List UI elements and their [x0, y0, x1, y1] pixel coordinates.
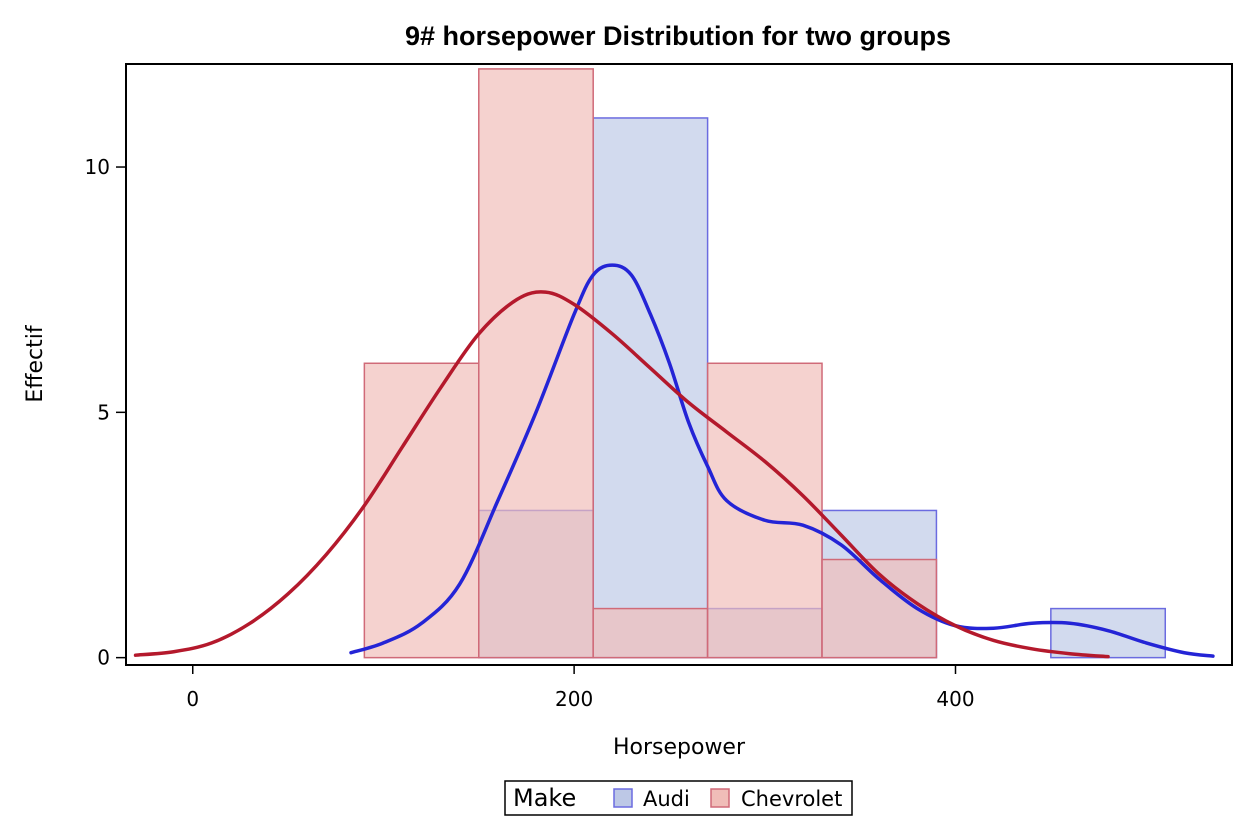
bar-audi-210-270	[592, 117, 709, 659]
plot-area	[133, 68, 1215, 659]
legend: Make Audi Chevrolet	[504, 780, 853, 816]
x-tick-label: 400	[936, 687, 974, 711]
axes: 0 200 400 0 5 10	[85, 155, 975, 711]
chart-title: 9# horsepower Distribution for two group…	[405, 21, 951, 51]
x-tick-label: 200	[555, 687, 593, 711]
bar-chevrolet-150-210	[478, 68, 594, 659]
legend-swatch-chevrolet	[710, 788, 730, 808]
legend-label-audi: Audi	[643, 787, 690, 811]
bar-audi-450-510	[1050, 607, 1167, 659]
bar-chevrolet-210-270	[592, 607, 709, 659]
y-axis-label: Effectif	[23, 324, 48, 402]
density-curve-audi	[349, 263, 1215, 658]
x-tick-label: 0	[186, 687, 199, 711]
plot-frame	[125, 63, 1233, 666]
bar-chevrolet-270-330	[706, 362, 823, 659]
y-tick-label: 10	[85, 155, 110, 179]
bar-chevrolet-90-150	[363, 362, 480, 659]
density-curve-chevrolet	[133, 290, 1110, 659]
y-tick-label: 5	[97, 400, 110, 424]
legend-swatch-audi	[613, 788, 633, 808]
x-axis-label: Horsepower	[613, 735, 746, 760]
legend-frame	[504, 780, 853, 816]
legend-label-chevrolet: Chevrolet	[741, 787, 842, 811]
y-tick-label: 0	[97, 646, 110, 670]
legend-title: Make	[513, 784, 576, 812]
